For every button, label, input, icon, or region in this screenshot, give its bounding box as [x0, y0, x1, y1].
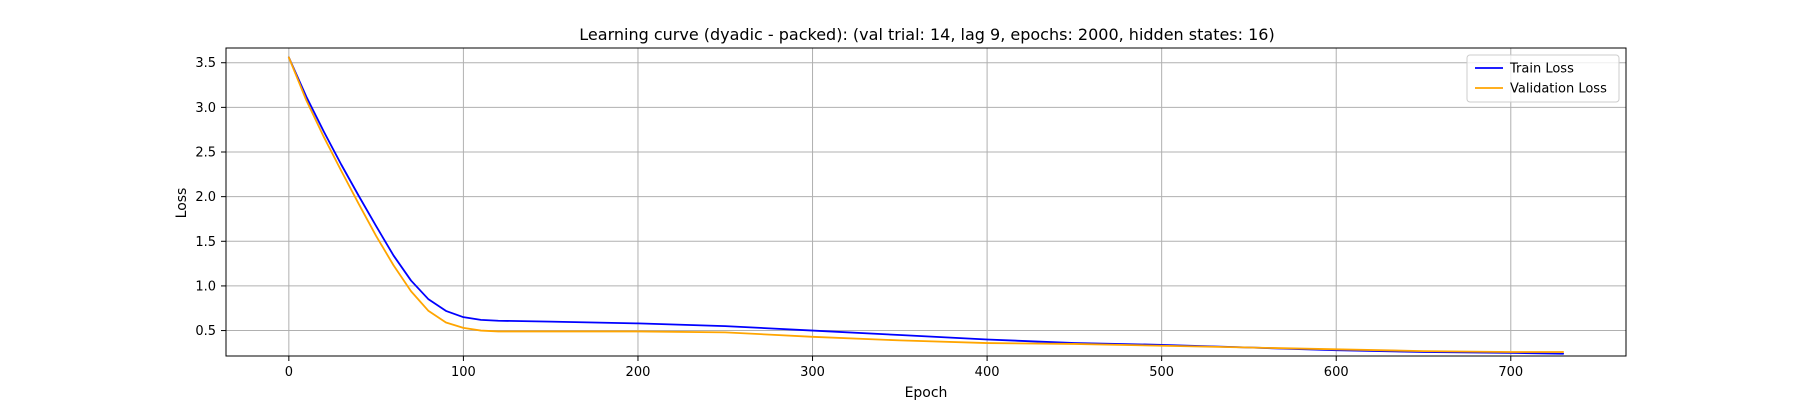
y-tick-label: 3.0 — [195, 101, 216, 116]
x-axis-label: Epoch — [905, 385, 948, 400]
y-tick-label: 2.0 — [195, 190, 216, 205]
legend-box — [1466, 54, 1620, 103]
legend-label-validation-loss: Validation Loss — [1510, 82, 1607, 97]
series-line-validation-loss — [287, 56, 1565, 353]
y-tick-label: 1.5 — [195, 235, 216, 250]
x-tick-label: 0 — [285, 365, 293, 380]
x-tick-label: 200 — [626, 365, 651, 380]
chart-title: Learning curve (dyadic - packed): (val t… — [579, 25, 1274, 44]
y-tick-label: 1.0 — [195, 279, 216, 294]
x-tick-label: 700 — [1498, 365, 1523, 380]
x-tick-label: 600 — [1324, 365, 1349, 380]
legend-label-train-loss: Train Loss — [1509, 62, 1574, 77]
x-tick-label: 500 — [1149, 365, 1174, 380]
y-tick-label: 0.5 — [195, 324, 216, 339]
x-tick-label: 100 — [451, 365, 476, 380]
grid-lines — [226, 48, 1626, 356]
plot-area — [225, 47, 1627, 357]
x-tick-label: 300 — [800, 365, 825, 380]
x-tick-label: 400 — [975, 365, 1000, 380]
legend: Train Loss Validation Loss — [1466, 54, 1620, 103]
y-tick-label: 3.5 — [195, 56, 216, 71]
series-line-train-loss — [287, 56, 1565, 355]
x-axis-ticks: 0 100 200 300 400 500 600 700 — [285, 356, 1523, 380]
y-axis-ticks: 0.5 1.0 1.5 2.0 2.5 3.0 3.5 — [195, 56, 226, 339]
series-lines — [287, 56, 1565, 355]
y-tick-label: 2.5 — [195, 146, 216, 161]
y-axis-label: Loss — [174, 188, 190, 219]
